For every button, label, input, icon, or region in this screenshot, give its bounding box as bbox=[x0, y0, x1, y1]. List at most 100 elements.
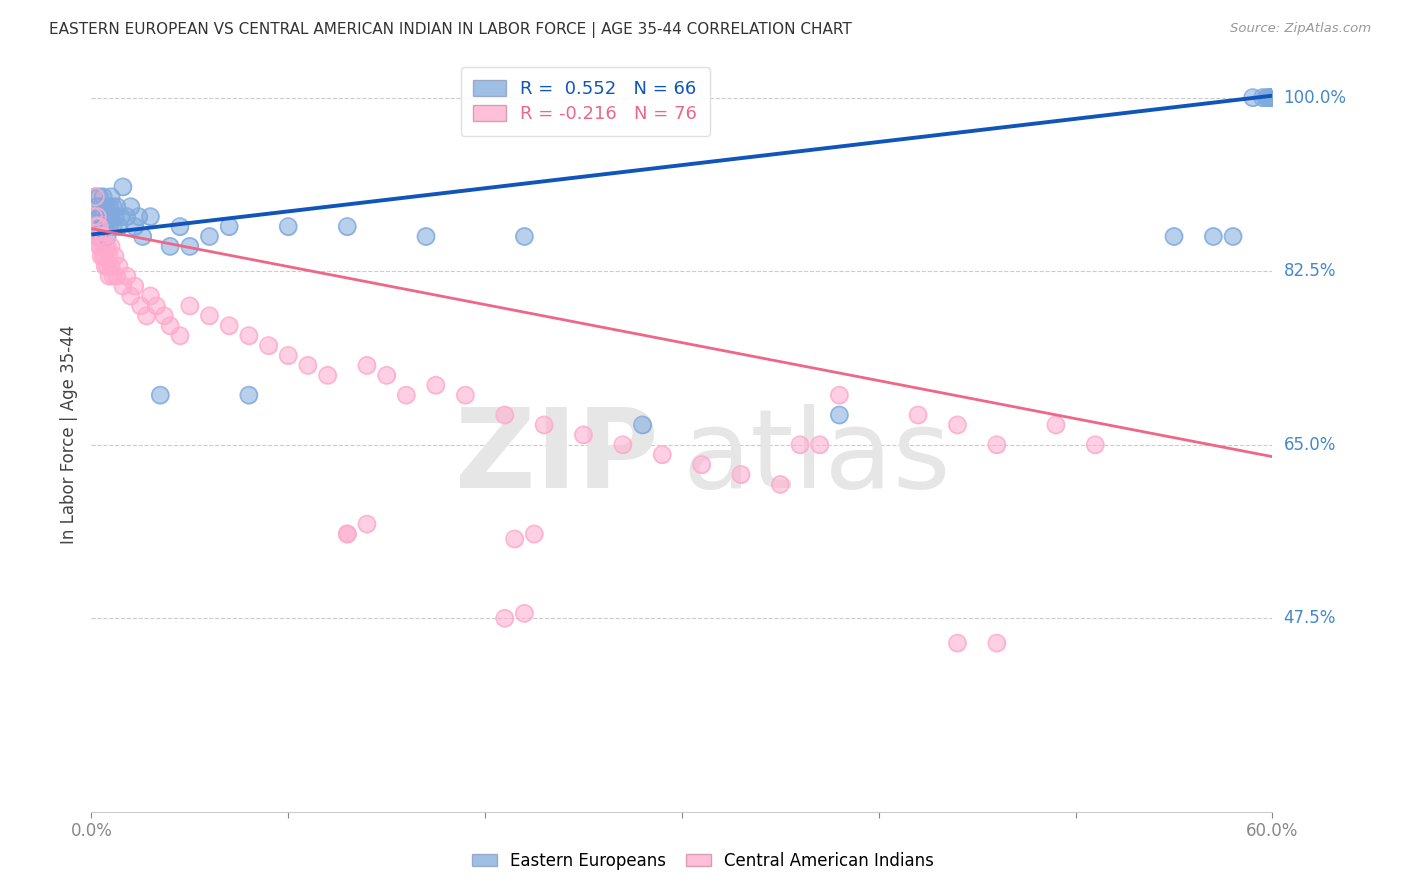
Point bbox=[986, 636, 1008, 650]
Point bbox=[336, 219, 359, 234]
Point bbox=[153, 309, 176, 323]
Point bbox=[1261, 90, 1284, 104]
Point bbox=[89, 219, 111, 234]
Point bbox=[218, 219, 240, 234]
Point bbox=[84, 219, 107, 234]
Point bbox=[828, 388, 851, 402]
Point bbox=[98, 200, 121, 214]
Point bbox=[1261, 90, 1284, 104]
Text: 100.0%: 100.0% bbox=[1284, 88, 1347, 107]
Point bbox=[89, 219, 111, 234]
Point bbox=[336, 527, 359, 541]
Point bbox=[94, 219, 117, 234]
Point bbox=[100, 239, 122, 253]
Point bbox=[1261, 90, 1284, 104]
Point bbox=[1257, 90, 1279, 104]
Point bbox=[336, 527, 359, 541]
Point bbox=[395, 388, 418, 402]
Point bbox=[828, 408, 851, 422]
Point bbox=[1202, 229, 1225, 244]
Point bbox=[115, 269, 138, 284]
Point bbox=[84, 190, 107, 204]
Point bbox=[1261, 90, 1284, 104]
Point bbox=[91, 239, 114, 253]
Point bbox=[94, 259, 117, 273]
Point bbox=[572, 427, 595, 442]
Point bbox=[94, 239, 117, 253]
Point bbox=[179, 239, 201, 253]
Point bbox=[808, 438, 831, 452]
Point bbox=[986, 438, 1008, 452]
Point bbox=[105, 200, 128, 214]
Point bbox=[98, 269, 121, 284]
Point bbox=[1261, 90, 1284, 104]
Point bbox=[94, 239, 117, 253]
Point bbox=[503, 532, 526, 546]
Point bbox=[101, 219, 124, 234]
Point bbox=[98, 269, 121, 284]
Point bbox=[101, 219, 124, 234]
Point bbox=[135, 309, 157, 323]
Point bbox=[96, 210, 118, 224]
Point bbox=[89, 219, 111, 234]
Point bbox=[120, 289, 142, 303]
Point bbox=[513, 229, 536, 244]
Point bbox=[946, 417, 969, 432]
Point bbox=[110, 210, 132, 224]
Point bbox=[238, 328, 260, 343]
Point bbox=[101, 200, 124, 214]
Point bbox=[90, 210, 112, 224]
Point bbox=[159, 239, 181, 253]
Point bbox=[100, 190, 122, 204]
Point bbox=[1256, 90, 1278, 104]
Point bbox=[91, 249, 114, 263]
Point bbox=[257, 338, 280, 352]
Point bbox=[91, 190, 114, 204]
Point bbox=[297, 359, 319, 373]
Point bbox=[1251, 90, 1274, 104]
Point bbox=[395, 388, 418, 402]
Point bbox=[153, 309, 176, 323]
Point bbox=[238, 388, 260, 402]
Point bbox=[1261, 90, 1284, 104]
Text: atlas: atlas bbox=[682, 404, 950, 511]
Point bbox=[336, 527, 359, 541]
Point bbox=[1261, 90, 1284, 104]
Point bbox=[159, 318, 181, 333]
Point bbox=[84, 219, 107, 234]
Point bbox=[198, 229, 221, 244]
Point bbox=[111, 180, 134, 194]
Point bbox=[415, 229, 437, 244]
Point bbox=[612, 438, 634, 452]
Point bbox=[91, 210, 114, 224]
Point bbox=[104, 210, 127, 224]
Point bbox=[96, 259, 118, 273]
Point bbox=[108, 219, 131, 234]
Point bbox=[120, 200, 142, 214]
Point bbox=[946, 636, 969, 650]
Point bbox=[513, 229, 536, 244]
Point bbox=[91, 190, 114, 204]
Point bbox=[90, 210, 112, 224]
Point bbox=[90, 249, 112, 263]
Point bbox=[89, 190, 111, 204]
Point bbox=[101, 269, 124, 284]
Point bbox=[105, 269, 128, 284]
Text: Source: ZipAtlas.com: Source: ZipAtlas.com bbox=[1230, 22, 1371, 36]
Point bbox=[139, 210, 162, 224]
Point bbox=[1084, 438, 1107, 452]
Point bbox=[277, 349, 299, 363]
Point bbox=[98, 249, 121, 263]
Point bbox=[198, 309, 221, 323]
Point bbox=[238, 388, 260, 402]
Point bbox=[503, 532, 526, 546]
Point bbox=[1261, 90, 1284, 104]
Point bbox=[828, 388, 851, 402]
Point bbox=[86, 229, 108, 244]
Point bbox=[84, 190, 107, 204]
Point bbox=[82, 210, 104, 224]
Point bbox=[169, 328, 191, 343]
Point bbox=[1261, 90, 1284, 104]
Point bbox=[1222, 229, 1244, 244]
Point bbox=[690, 458, 713, 472]
